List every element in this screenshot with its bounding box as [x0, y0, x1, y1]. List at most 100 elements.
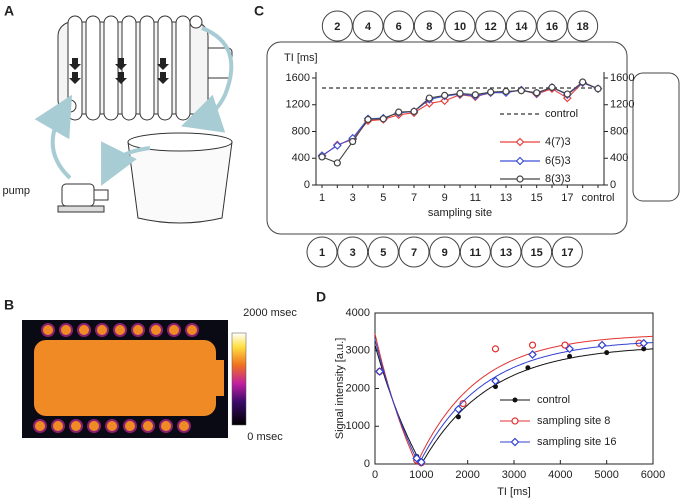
marker	[412, 453, 422, 463]
ring-label: 6	[396, 21, 402, 33]
marker	[517, 87, 525, 95]
marker	[548, 83, 556, 91]
ring-label: 14	[515, 21, 528, 33]
marker	[604, 350, 610, 356]
ring-label: 2	[334, 21, 340, 33]
y2-tick-label: 0	[610, 179, 616, 191]
marker	[594, 85, 602, 93]
marker	[487, 88, 495, 96]
legend-label: 4(7)3	[545, 136, 571, 148]
y2-tick-label: 1200	[610, 99, 634, 111]
ring	[551, 236, 583, 268]
y-tick-label: 1600	[286, 72, 310, 84]
colorbar-max-label: 2000 msec	[243, 307, 297, 319]
marker	[565, 344, 574, 354]
x-tick-label: 7	[411, 192, 417, 204]
marker	[456, 89, 464, 97]
marker	[440, 96, 450, 106]
marker	[491, 345, 500, 353]
ring-label: 7	[411, 247, 417, 259]
marker	[515, 156, 525, 166]
ring	[536, 10, 568, 42]
y-tick-label: 3000	[346, 345, 370, 357]
ring	[352, 10, 384, 42]
x-tick-label: 5000	[594, 469, 618, 481]
ring	[444, 10, 476, 42]
marker	[364, 115, 372, 124]
marker	[379, 115, 387, 123]
marker	[471, 91, 479, 99]
ring-label: 9	[442, 247, 448, 259]
marker	[511, 417, 519, 425]
ring-label: 18	[577, 21, 589, 33]
marker	[502, 87, 510, 95]
ring-label: 10	[454, 21, 466, 33]
marker	[516, 175, 524, 183]
legend-label: sampling site 8	[537, 415, 610, 427]
legend-label: control	[537, 394, 570, 406]
ring	[383, 10, 415, 42]
marker	[333, 159, 341, 167]
x-axis-label: sampling site	[428, 207, 492, 219]
y-tick-label: 1200	[286, 99, 310, 111]
marker	[332, 141, 342, 150]
ring-label: 8	[426, 21, 432, 33]
marker	[528, 341, 537, 349]
panel-label: D	[316, 289, 326, 305]
x-tick-label: 9	[442, 192, 448, 204]
x-tick-label: 1	[319, 192, 325, 204]
ring	[459, 236, 491, 268]
marker	[425, 94, 433, 102]
x-axis-label: TI [ms]	[497, 486, 531, 498]
ring	[367, 236, 399, 268]
ring	[413, 10, 445, 42]
marker	[395, 108, 403, 116]
y2-tick-label: 400	[610, 152, 628, 164]
marker	[492, 384, 498, 390]
pump-label: pump	[2, 185, 30, 197]
marker	[416, 457, 426, 467]
ring-label: 5	[380, 247, 386, 259]
marker	[639, 338, 649, 348]
y-tick-label: 400	[292, 152, 310, 164]
marker	[318, 153, 326, 161]
panel-label: C	[254, 3, 264, 19]
x-tick-label: 5	[380, 192, 386, 204]
x-tick-label: 6000	[641, 469, 665, 481]
y-tick-label: 800	[292, 125, 310, 137]
fit-curve	[374, 333, 654, 466]
y-tick-label: 1000	[346, 420, 370, 432]
ring	[490, 236, 522, 268]
x-tick-label: 4000	[548, 469, 572, 481]
ring	[306, 236, 338, 268]
x-tick-label: 0	[372, 469, 378, 481]
ring-label: 15	[531, 247, 543, 259]
y-tick-label: 4000	[346, 307, 370, 319]
ring-label: 3	[350, 247, 356, 259]
marker	[525, 365, 531, 371]
ring-label: 17	[561, 247, 573, 259]
x-tick-label: 2000	[455, 469, 479, 481]
marker	[515, 137, 525, 147]
marker	[454, 404, 463, 414]
marker	[349, 137, 357, 146]
ring-label: 11	[470, 247, 482, 259]
ring-label: 1	[319, 247, 325, 259]
legend-label: sampling site 16	[537, 436, 617, 448]
ring-label: 4	[365, 21, 372, 33]
apparatus-diagram	[34, 15, 234, 224]
ring-label: 16	[546, 21, 558, 33]
ring	[337, 236, 369, 268]
marker	[561, 341, 569, 349]
x-tick-label: 3000	[502, 469, 526, 481]
y-tick-label: 0	[364, 458, 370, 470]
x-tick-label: 13	[500, 192, 512, 204]
ring-label: 13	[500, 247, 512, 259]
panel-label: A	[4, 3, 14, 19]
colorbar-min-label: 0 msec	[247, 431, 283, 443]
x-tick-label: 11	[470, 192, 481, 204]
ring	[505, 10, 537, 42]
y2-tick-label: 1600	[610, 72, 634, 84]
x-tick-label: control	[581, 192, 614, 204]
t1-map-image	[22, 320, 247, 438]
